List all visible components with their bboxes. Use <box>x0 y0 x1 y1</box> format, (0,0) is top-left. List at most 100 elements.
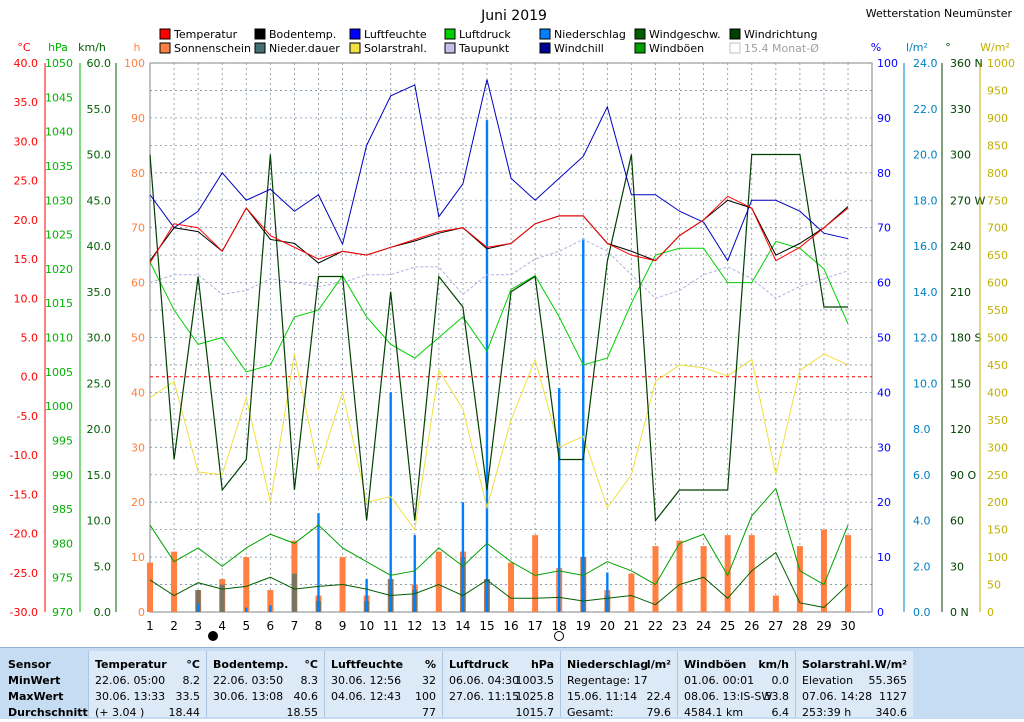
pressure-axis-title: hPa <box>48 41 68 54</box>
humidity-axis-tick: 70 <box>877 222 891 235</box>
x-tick-label: 14 <box>455 619 470 633</box>
x-tick-label: 21 <box>624 619 639 633</box>
stats-cell-label: 04.06. 12:43 <box>331 690 402 703</box>
stats-cell-label: 30.06. 13:33 <box>95 690 166 703</box>
stats-cell-label: 30.06. 13:08 <box>213 690 284 703</box>
stats-cell-label: 08.06. 13:IS-SW <box>684 690 773 703</box>
winddir-axis-tick: 0 N <box>950 606 969 619</box>
temp-axis-tick: 20.0 <box>14 214 39 227</box>
stats-column-title: Luftfeuchte <box>331 658 404 671</box>
x-tick-label: 28 <box>792 619 807 633</box>
sunshine-axis-title: h <box>134 41 141 54</box>
legend-label: Luftdruck <box>459 28 511 41</box>
precipitation-bar <box>317 513 320 612</box>
x-tick-label: 7 <box>291 619 299 633</box>
precip-axis-tick: 20.0 <box>913 149 938 162</box>
stats-column-title: Niederschlag <box>567 658 649 671</box>
solar-axis-tick: 700 <box>987 222 1008 235</box>
wind-axis-tick: 30.0 <box>87 332 112 345</box>
solar-axis-tick: 550 <box>987 304 1008 317</box>
legend-swatch <box>349 28 361 40</box>
bodentemp-line <box>149 199 849 264</box>
x-tick-label: 17 <box>527 619 542 633</box>
winddir-axis-tick: 330 <box>950 103 971 116</box>
pressure-axis-tick: 970 <box>52 606 73 619</box>
winddir-axis-tick: 270 W <box>950 194 985 207</box>
page-title: Juni 2019 <box>480 8 547 24</box>
winddir-axis-tick: 210 <box>950 286 971 299</box>
precipitation-bar <box>557 388 561 612</box>
legend-label: Nieder.dauer <box>269 42 340 55</box>
legend-label: Windchill <box>554 42 604 55</box>
legend-swatch <box>254 28 266 40</box>
pressure-axis-tick: 1015 <box>45 297 73 310</box>
x-tick-label: 13 <box>431 619 446 633</box>
wind-axis-tick: 55.0 <box>87 103 112 116</box>
stats-cell-label: 253:39 h <box>802 706 852 719</box>
temp-axis-tick: -20.0 <box>10 528 38 541</box>
stats-column: Bodentemp. °C 22.06. 03:50 8.3 30.06. 13:08 4… <box>206 651 324 719</box>
legend-label: Niederschlag <box>554 28 626 41</box>
winddir-axis-tick: 180 S <box>950 332 981 345</box>
stats-cell-value: 8.3 <box>300 674 319 687</box>
sunshine-bar <box>676 540 683 612</box>
legend-swatch <box>539 28 551 40</box>
stats-cell-value: 1003.5 <box>515 674 555 687</box>
stats-cell-label: 06.06. 04:30 <box>449 674 520 687</box>
x-tick-label: 10 <box>359 619 374 633</box>
precipitation-bar <box>365 579 368 612</box>
winddir-axis-tick: 150 <box>950 377 971 390</box>
pressure-axis-tick: 1010 <box>45 332 73 345</box>
stats-column-title: Windböen <box>684 658 747 671</box>
stats-cell-value: 100 <box>415 690 436 703</box>
wind-axis-tick: 40.0 <box>87 240 112 253</box>
pressure-axis-tick: 975 <box>52 572 73 585</box>
stats-cell-label: (+ 3.04 ) <box>95 706 145 719</box>
stats-column: Solarstrahl. W/m² Elevation 55.365 07.06. 14… <box>795 651 913 719</box>
precipitation-bar <box>245 607 248 612</box>
stats-cell-label: 07.06. 14:28 <box>802 690 873 703</box>
sunshine-bar <box>796 546 803 612</box>
solar-axis-tick: 500 <box>987 332 1008 345</box>
stats-cell-value: 55.365 <box>868 674 908 687</box>
stats-cell-value: 77 <box>422 706 436 719</box>
sunshine-axis-tick: 100 <box>124 57 145 70</box>
winddir-axis-tick: 30 <box>950 560 964 573</box>
humidity-axis-tick: 0 <box>877 606 884 619</box>
stats-cell-value: 32 <box>422 674 436 687</box>
x-tick-label: 29 <box>816 619 831 633</box>
solar-axis-tick: 650 <box>987 249 1008 262</box>
winddir-axis-tick: 300 <box>950 149 971 162</box>
x-tick-label: 23 <box>672 619 687 633</box>
temp-axis-tick: -10.0 <box>10 449 38 462</box>
temp-axis-tick: 30.0 <box>14 135 39 148</box>
temp-axis-title: °C <box>17 41 31 54</box>
winddir-axis-tick: 60 <box>950 515 964 528</box>
full-moon-icon <box>554 631 564 641</box>
stats-cell-value: 22.4 <box>646 690 672 703</box>
sunshine-bar <box>628 573 635 612</box>
temp-axis-tick: -15.0 <box>10 488 38 501</box>
precip-duration-bar <box>195 590 201 612</box>
stats-row-label: MinWert <box>8 674 61 687</box>
precip-axis-tick: 18.0 <box>913 194 938 207</box>
stats-column: Niederschlag l/m² Regentage: 17 15.06. 11:1… <box>560 651 677 719</box>
sunshine-bar <box>652 546 659 612</box>
sunshine-bar <box>772 595 779 612</box>
x-tick-label: 2 <box>170 619 178 633</box>
pressure-axis-tick: 990 <box>52 469 73 482</box>
sunshine-axis-tick: 90 <box>131 112 145 125</box>
x-tick-label: 15 <box>479 619 494 633</box>
x-tick-label: 26 <box>744 619 759 633</box>
stats-column-unit: W/m² <box>874 658 907 671</box>
solar-axis-tick: 600 <box>987 277 1008 290</box>
sunshine-axis-tick: 20 <box>131 496 145 509</box>
legend-label: Windböen <box>649 42 704 55</box>
sunshine-axis-tick: 10 <box>131 551 145 564</box>
sunshine-axis-tick: 80 <box>131 167 145 180</box>
winddir-axis-title: ° <box>945 41 951 54</box>
temp-axis-tick: 35.0 <box>14 96 39 109</box>
sunshine-bar <box>171 551 178 612</box>
sunshine-bar <box>748 535 755 612</box>
x-tick-label: 4 <box>218 619 226 633</box>
